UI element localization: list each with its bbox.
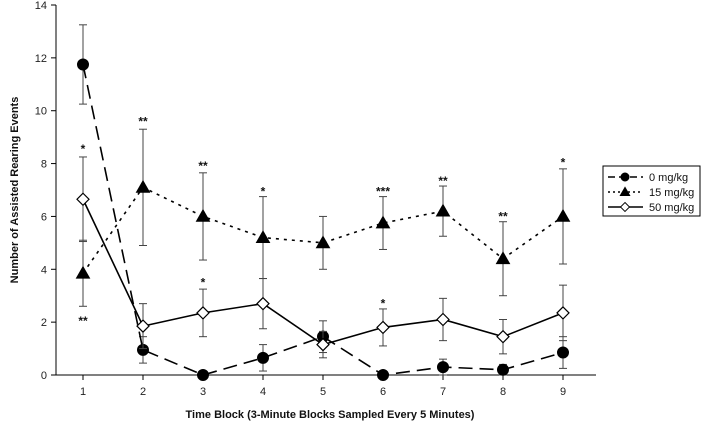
series-15-mg-kg (75, 128, 571, 307)
series-50-mg-kg (76, 156, 570, 359)
x-axis-title: Time Block (3-Minute Blocks Sampled Ever… (186, 409, 475, 421)
y-tick-label: 6 (41, 211, 47, 223)
x-tick-label: 7 (440, 386, 446, 398)
legend-label: 0 mg/kg (649, 172, 688, 184)
data-point (436, 312, 450, 327)
significance-label: ** (498, 209, 508, 223)
significance-label: * (81, 142, 86, 156)
x-tick-label: 9 (560, 386, 566, 398)
y-tick-label: 0 (41, 370, 47, 382)
legend-marker (620, 172, 630, 182)
significance-label: * (261, 184, 266, 198)
legend-label: 50 mg/kg (649, 202, 694, 214)
data-point (77, 58, 89, 71)
legend-label: 15 mg/kg (649, 187, 694, 199)
data-point (197, 369, 209, 381)
significance-label: * (201, 276, 206, 290)
x-tick-label: 3 (200, 386, 206, 398)
y-tick-label: 14 (35, 0, 47, 12)
data-point (435, 203, 451, 217)
legend-marker (619, 186, 631, 197)
significance-label: * (561, 155, 566, 169)
data-point (437, 361, 449, 374)
data-point (496, 329, 510, 344)
legend: 0 mg/kg 15 mg/kg 50 mg/kg (602, 165, 701, 217)
significance-label: ** (78, 314, 88, 328)
data-point (495, 251, 511, 265)
y-tick-label: 4 (41, 264, 47, 276)
data-point (135, 179, 151, 193)
y-tick-label: 8 (41, 159, 47, 171)
data-point (196, 306, 210, 320)
data-point (136, 319, 150, 333)
data-point (257, 351, 269, 364)
x-tick-label: 8 (500, 386, 506, 398)
significance-label: *** (376, 184, 390, 198)
series-0-mg-kg (77, 24, 569, 381)
x-tick-label: 5 (320, 386, 326, 398)
data-point (195, 208, 211, 222)
x-tick-label: 6 (380, 386, 386, 398)
data-point (497, 363, 509, 376)
data-point (315, 235, 331, 249)
data-point (555, 208, 571, 222)
data-point (75, 265, 91, 279)
y-tick-label: 10 (35, 106, 47, 118)
data-point (556, 306, 570, 320)
data-point (255, 230, 271, 243)
series-line (82, 64, 564, 376)
data-point (256, 296, 270, 311)
data-point (76, 192, 90, 207)
y-tick-label: 2 (41, 317, 47, 329)
y-axis-title: Number of Assisted Rearing Events (9, 97, 21, 284)
data-point (377, 369, 389, 381)
y-tick-label: 12 (35, 53, 47, 65)
significance-label: ** (138, 114, 148, 128)
x-tick-label: 1 (80, 386, 86, 398)
significance-label: ** (438, 174, 448, 188)
significance-label: ** (198, 159, 208, 173)
data-point (316, 337, 330, 352)
x-tick-label: 2 (140, 386, 146, 398)
legend-marker (619, 201, 631, 213)
significance-label: * (381, 297, 386, 311)
data-point (557, 346, 569, 359)
x-tick-label: 4 (260, 386, 266, 398)
data-point (375, 215, 391, 229)
data-point (376, 320, 390, 335)
